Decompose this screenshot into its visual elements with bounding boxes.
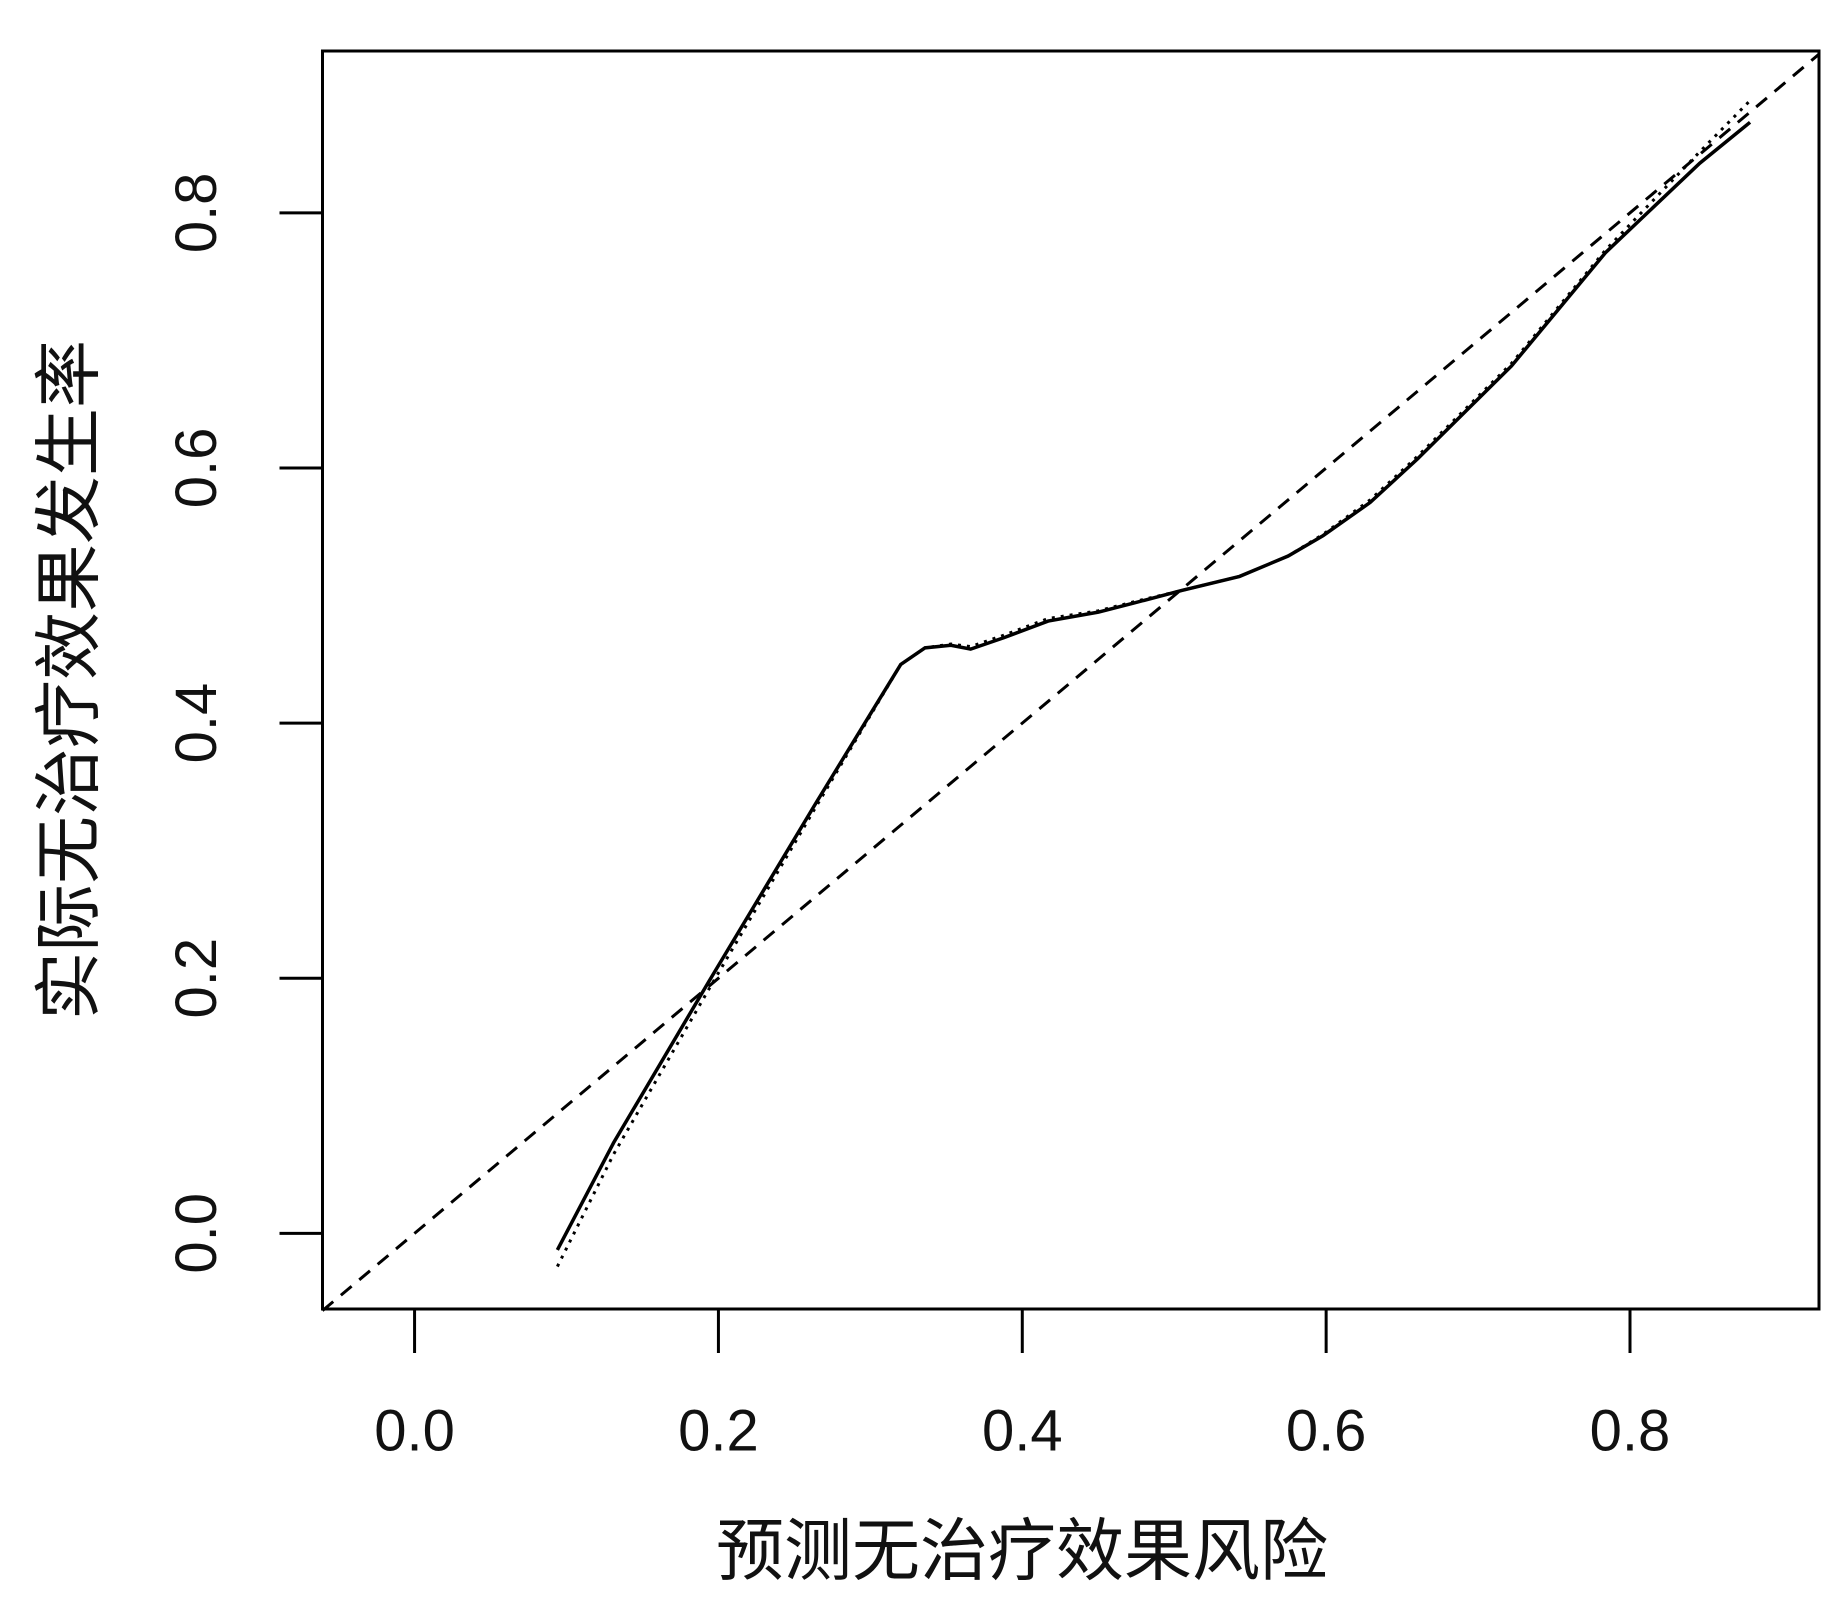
x-tick-label: 0.6 <box>1286 1398 1367 1463</box>
x-tick-label: 0.0 <box>374 1398 455 1463</box>
x-tick-label: 0.8 <box>1590 1398 1671 1463</box>
x-axis-title: 预测无治疗效果风险 <box>716 1513 1328 1592</box>
line-series <box>321 53 1820 1312</box>
y-axis-title: 实际无治疗效果发生率 <box>31 340 110 1020</box>
x-tick-label: 0.4 <box>982 1398 1063 1463</box>
y-tick-label: 0.8 <box>164 173 229 254</box>
y-tick-label: 0.6 <box>164 428 229 509</box>
y-tick-label: 0.0 <box>164 1193 229 1274</box>
y-tick-label: 0.2 <box>164 938 229 1019</box>
line-series <box>556 99 1752 1268</box>
line-series <box>555 120 1752 1251</box>
y-tick-label: 0.4 <box>164 683 229 764</box>
plot-frame <box>321 49 1821 1311</box>
x-tick-label: 0.2 <box>678 1398 759 1463</box>
